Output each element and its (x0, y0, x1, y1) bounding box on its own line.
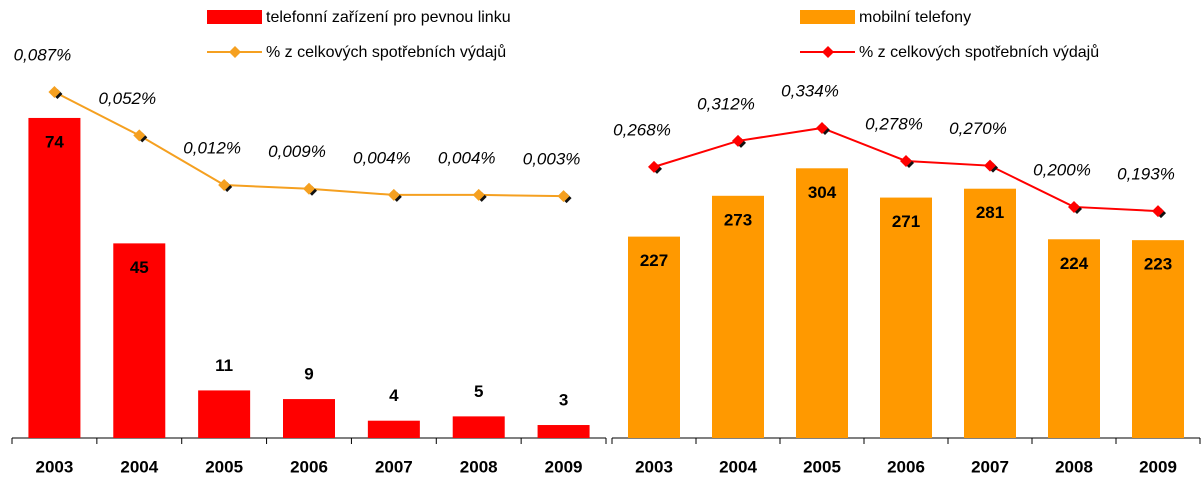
line-label: 0,012% (183, 138, 241, 157)
x-tick-label: 2005 (803, 457, 841, 476)
line-label: 0,009% (268, 142, 326, 161)
marker (1068, 200, 1080, 213)
bar-label: 9 (304, 365, 313, 384)
bar-label: 281 (976, 203, 1004, 222)
legend-marker (229, 46, 241, 58)
line-label: 0,003% (523, 150, 581, 169)
bar (628, 236, 680, 438)
x-tick-label: 2005 (205, 457, 243, 476)
x-tick-label: 2009 (1139, 457, 1177, 476)
line-label: 0,087% (14, 45, 72, 64)
legend-swatch (207, 10, 262, 24)
bar-label: 273 (724, 210, 752, 229)
line-label: 0,200% (1033, 160, 1091, 179)
bar (537, 425, 590, 438)
bar-label: 74 (45, 132, 64, 151)
bar (1048, 239, 1100, 438)
marker (557, 190, 570, 203)
bar-label: 5 (474, 382, 483, 401)
marker (387, 188, 400, 201)
marker (48, 86, 61, 98)
bar-label: 223 (1144, 255, 1172, 274)
bar (113, 243, 166, 438)
marker (732, 134, 744, 147)
marker (133, 129, 146, 142)
marker (472, 188, 485, 201)
legend-label: telefonní zařízení pro pevnou linku (266, 9, 511, 26)
line-label: 0,004% (438, 148, 496, 167)
x-tick-label: 2008 (1055, 457, 1093, 476)
x-tick-label: 2006 (887, 457, 925, 476)
bar (452, 416, 505, 438)
marker (648, 160, 660, 173)
bar-label: 271 (892, 212, 920, 231)
bar-label: 224 (1060, 254, 1089, 273)
bar-label: 45 (130, 258, 149, 277)
line-label: 0,004% (353, 148, 411, 167)
legend-label: % z celkových spotřebních výdajů (266, 43, 506, 61)
bar (283, 399, 335, 438)
marker (816, 121, 828, 134)
x-tick-label: 2003 (635, 457, 673, 476)
legend-label: % z celkových spotřebních výdajů (859, 43, 1099, 61)
x-tick-label: 2004 (120, 457, 158, 476)
x-tick-label: 2007 (971, 457, 1009, 476)
line-label: 0,278% (865, 114, 923, 133)
legend-marker (822, 46, 834, 58)
legend-swatch (800, 10, 855, 24)
marker (218, 179, 231, 192)
line-label: 0,193% (1117, 165, 1175, 184)
line-label: 0,268% (613, 120, 671, 139)
bar (880, 197, 932, 438)
marker (1152, 205, 1164, 218)
bar-label: 304 (808, 183, 837, 202)
line-label: 0,270% (949, 119, 1007, 138)
line-label: 0,312% (697, 94, 755, 113)
bar (796, 168, 848, 439)
bar (1132, 240, 1184, 438)
bar-label: 3 (559, 391, 568, 410)
x-tick-label: 2003 (36, 457, 74, 476)
line-label: 0,052% (98, 89, 156, 108)
x-tick-label: 2006 (290, 457, 328, 476)
bar (367, 420, 420, 438)
marker (984, 159, 996, 172)
bar (712, 195, 764, 438)
legend-label: mobilní telefony (859, 9, 971, 26)
x-tick-label: 2004 (719, 457, 757, 476)
x-tick-label: 2007 (375, 457, 413, 476)
bar (198, 390, 251, 438)
bar (28, 117, 81, 438)
line-label: 0,334% (781, 81, 839, 100)
x-tick-label: 2008 (460, 457, 498, 476)
bar (964, 188, 1016, 438)
x-tick-label: 2009 (545, 457, 583, 476)
marker (303, 182, 315, 195)
marker (900, 154, 912, 167)
bar-label: 4 (389, 386, 399, 405)
bar-label: 227 (640, 251, 668, 270)
bar-label: 11 (215, 356, 233, 375)
